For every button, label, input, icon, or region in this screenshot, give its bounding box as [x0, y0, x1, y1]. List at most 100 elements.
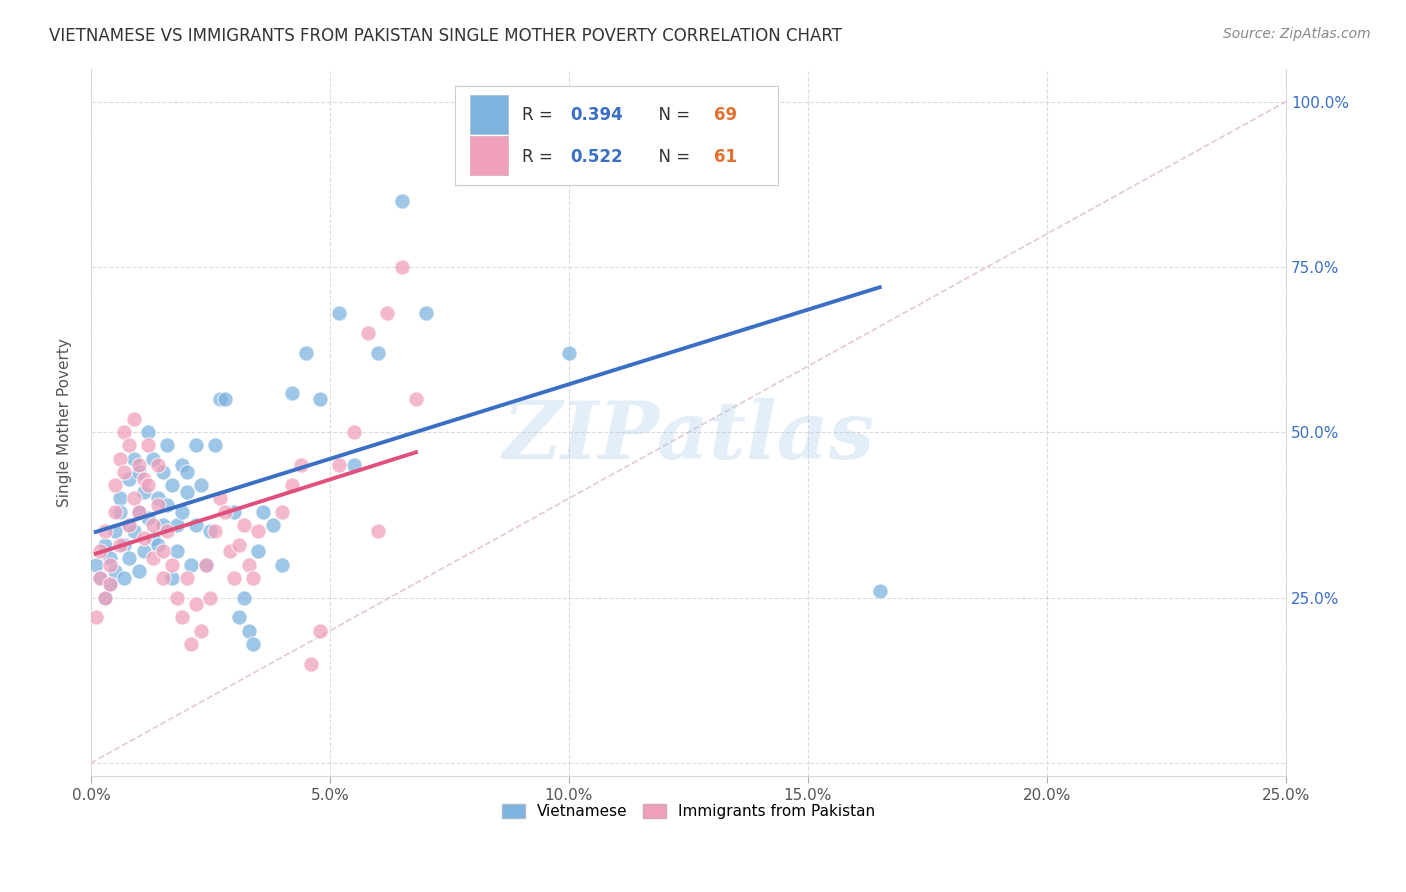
Point — [160, 558, 183, 572]
Point — [136, 425, 159, 440]
Point — [122, 451, 145, 466]
Point — [122, 524, 145, 539]
Point — [238, 558, 260, 572]
Point — [156, 438, 179, 452]
Point — [218, 544, 240, 558]
Point — [146, 458, 169, 473]
Point — [128, 564, 150, 578]
Point — [94, 591, 117, 605]
Point — [142, 550, 165, 565]
Point — [232, 517, 254, 532]
Point — [194, 558, 217, 572]
Point — [280, 478, 302, 492]
Point — [558, 346, 581, 360]
Point — [98, 577, 121, 591]
Point — [232, 591, 254, 605]
Point — [136, 478, 159, 492]
Point — [869, 584, 891, 599]
Point — [112, 425, 135, 440]
Point — [118, 550, 141, 565]
Point — [152, 465, 174, 479]
Point — [176, 571, 198, 585]
FancyBboxPatch shape — [456, 87, 778, 186]
Point — [463, 121, 485, 136]
Point — [357, 326, 380, 340]
Point — [122, 491, 145, 506]
Y-axis label: Single Mother Poverty: Single Mother Poverty — [58, 338, 72, 507]
Point — [295, 346, 318, 360]
FancyBboxPatch shape — [470, 136, 508, 176]
Point — [136, 511, 159, 525]
Point — [343, 425, 366, 440]
Point — [184, 438, 207, 452]
Point — [166, 544, 188, 558]
Point — [98, 558, 121, 572]
Text: VIETNAMESE VS IMMIGRANTS FROM PAKISTAN SINGLE MOTHER POVERTY CORRELATION CHART: VIETNAMESE VS IMMIGRANTS FROM PAKISTAN S… — [49, 27, 842, 45]
Point — [170, 505, 193, 519]
Text: 61: 61 — [713, 148, 737, 166]
Point — [415, 306, 437, 320]
Point — [290, 458, 312, 473]
Point — [170, 610, 193, 624]
Point — [228, 538, 250, 552]
Text: R =: R = — [523, 148, 558, 166]
Point — [160, 571, 183, 585]
Point — [367, 346, 389, 360]
Point — [280, 385, 302, 400]
Point — [104, 524, 127, 539]
Point — [152, 517, 174, 532]
Point — [132, 544, 155, 558]
Point — [84, 558, 107, 572]
Point — [405, 392, 427, 407]
Point — [204, 524, 226, 539]
Point — [271, 505, 294, 519]
Point — [152, 544, 174, 558]
Point — [247, 544, 270, 558]
Point — [118, 438, 141, 452]
Point — [309, 624, 332, 638]
Point — [343, 458, 366, 473]
Point — [142, 517, 165, 532]
Point — [367, 524, 389, 539]
Point — [170, 458, 193, 473]
Point — [180, 558, 202, 572]
Point — [89, 544, 111, 558]
Point — [194, 558, 217, 572]
Point — [166, 591, 188, 605]
Point — [190, 478, 212, 492]
Point — [142, 531, 165, 545]
Point — [224, 571, 246, 585]
Point — [108, 491, 131, 506]
Point — [108, 538, 131, 552]
Point — [156, 498, 179, 512]
Point — [160, 478, 183, 492]
Text: R =: R = — [523, 105, 558, 123]
Point — [118, 517, 141, 532]
FancyBboxPatch shape — [470, 95, 508, 135]
Point — [108, 451, 131, 466]
Point — [146, 498, 169, 512]
Point — [375, 306, 398, 320]
Point — [247, 524, 270, 539]
Text: N =: N = — [648, 105, 695, 123]
Legend: Vietnamese, Immigrants from Pakistan: Vietnamese, Immigrants from Pakistan — [496, 797, 882, 825]
Point — [84, 610, 107, 624]
Text: Source: ZipAtlas.com: Source: ZipAtlas.com — [1223, 27, 1371, 41]
Point — [94, 524, 117, 539]
Point — [252, 505, 274, 519]
Point — [224, 505, 246, 519]
Point — [242, 571, 264, 585]
Point — [176, 484, 198, 499]
Point — [142, 451, 165, 466]
Point — [214, 505, 236, 519]
Point — [98, 577, 121, 591]
Point — [391, 260, 413, 274]
Point — [242, 637, 264, 651]
Point — [104, 564, 127, 578]
Point — [128, 465, 150, 479]
Point — [128, 505, 150, 519]
Point — [208, 491, 231, 506]
Text: N =: N = — [648, 148, 695, 166]
Text: 0.394: 0.394 — [571, 105, 623, 123]
Point — [208, 392, 231, 407]
